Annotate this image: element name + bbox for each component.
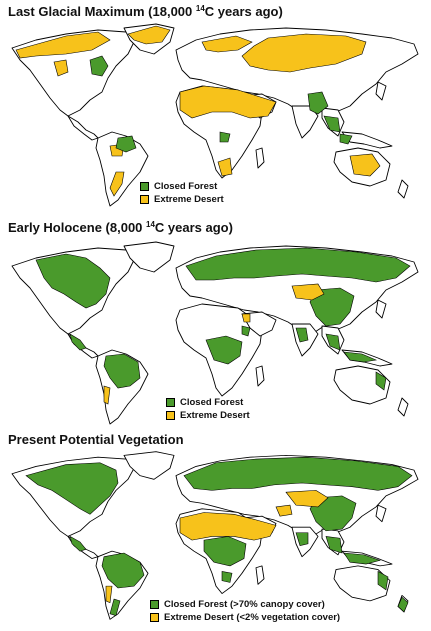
panel-title: Present Potential Vegetation — [8, 432, 184, 447]
forest-area — [69, 333, 87, 351]
title-text-end: C years ago) — [204, 4, 283, 19]
forest-area — [219, 131, 231, 143]
australia — [333, 565, 391, 602]
title-text: Last Glacial Maximum (18,000 — [8, 4, 196, 19]
forest-area — [307, 91, 329, 115]
panel-last-glacial-maximum: Last Glacial Maximum (18,000 14C years a… — [0, 0, 431, 210]
legend-item-forest: Closed Forest — [140, 180, 224, 192]
desert-area — [291, 283, 325, 301]
japan — [375, 504, 387, 523]
madagascar — [255, 147, 265, 169]
desert-swatch — [166, 410, 175, 420]
forest-area — [295, 327, 309, 343]
forest-swatch — [150, 599, 159, 609]
forest-area — [377, 570, 389, 591]
new-zealand — [397, 397, 409, 417]
madagascar — [255, 365, 265, 387]
forest-area — [343, 552, 381, 565]
central-america — [67, 115, 99, 141]
legend: Closed Forest Extreme Desert — [166, 396, 250, 422]
legend-label: Closed Forest (>70% canopy cover) — [164, 598, 325, 610]
desert-swatch — [150, 612, 159, 622]
legend-item-desert: Extreme Desert — [140, 193, 224, 205]
world-map — [11, 23, 419, 207]
panel-present-potential-vegetation: Present Potential Vegetation — [0, 428, 431, 631]
world-map — [11, 451, 419, 620]
forest-area — [101, 552, 145, 589]
legend-label: Extreme Desert — [154, 193, 224, 205]
desert-area — [179, 85, 277, 119]
title-superscript: 14 — [146, 220, 155, 229]
panel-title: Last Glacial Maximum (18,000 14C years a… — [8, 4, 283, 19]
forest-area — [325, 536, 343, 554]
forest-area — [309, 287, 355, 327]
forest-area — [35, 253, 111, 309]
forest-area — [89, 55, 109, 77]
desert-area — [103, 385, 111, 405]
forest-area — [375, 371, 387, 391]
forest-area — [183, 456, 413, 491]
legend-label: Closed Forest — [180, 396, 244, 408]
forest-area — [185, 247, 411, 283]
world-map — [11, 241, 419, 425]
desert-area — [241, 33, 367, 73]
panel-early-holocene: Early Holocene (8,000 14C years ago) — [0, 218, 431, 428]
greenland — [123, 241, 175, 273]
forest-swatch — [140, 181, 149, 191]
desert-area — [127, 25, 171, 45]
desert-swatch — [140, 194, 149, 204]
legend-label: Closed Forest — [154, 180, 218, 192]
forest-area — [203, 536, 247, 567]
legend-label: Extreme Desert — [180, 409, 250, 421]
desert-area — [15, 31, 111, 59]
desert-area — [201, 35, 253, 53]
legend-item-desert: Extreme Desert — [166, 409, 250, 421]
desert-area — [285, 490, 329, 508]
forest-area — [69, 535, 87, 552]
forest-area — [295, 532, 309, 546]
legend: Closed Forest Extreme Desert — [140, 180, 224, 206]
desert-area — [217, 157, 233, 177]
title-superscript: 14 — [195, 4, 205, 13]
panel-title: Early Holocene (8,000 14C years ago) — [8, 220, 233, 235]
forest-area — [325, 333, 341, 351]
japan — [375, 81, 387, 101]
forest-area — [221, 571, 233, 583]
title-text: Early Holocene (8,000 — [8, 220, 147, 235]
forest-area — [205, 335, 243, 365]
forest-area — [309, 495, 357, 532]
vegetation-overlay — [35, 247, 411, 405]
vegetation-overlay — [25, 456, 413, 616]
forest-area — [109, 598, 121, 616]
legend-item-forest: Closed Forest (>70% canopy cover) — [150, 598, 340, 610]
legend: Closed Forest (>70% canopy cover) Extrem… — [150, 598, 340, 624]
legend-item-forest: Closed Forest — [166, 396, 250, 408]
forest-area — [25, 462, 119, 515]
madagascar — [255, 565, 265, 585]
legend-label: Extreme Desert (<2% vegetation cover) — [164, 611, 341, 623]
desert-area — [109, 171, 125, 197]
forest-area — [343, 351, 378, 363]
forest-area — [397, 596, 409, 613]
island-arc — [341, 131, 393, 149]
new-zealand — [397, 179, 409, 199]
forest-area — [241, 325, 251, 337]
forest-area — [339, 133, 353, 145]
vegetation-overlay — [15, 25, 381, 197]
desert-area — [349, 153, 381, 177]
desert-area — [53, 59, 69, 77]
forest-area — [323, 115, 341, 133]
forest-swatch — [166, 397, 175, 407]
title-text: Present Potential Vegetation — [8, 432, 184, 447]
greenland — [123, 451, 175, 480]
forest-area — [115, 135, 137, 153]
desert-area — [179, 512, 277, 541]
desert-area — [241, 313, 251, 323]
title-text-end: C years ago) — [154, 220, 233, 235]
legend-item-desert: Extreme Desert (<2% vegetation cover) — [150, 611, 340, 623]
japan — [375, 299, 387, 319]
desert-area — [105, 585, 113, 604]
forest-area — [103, 353, 141, 389]
desert-area — [275, 504, 293, 517]
